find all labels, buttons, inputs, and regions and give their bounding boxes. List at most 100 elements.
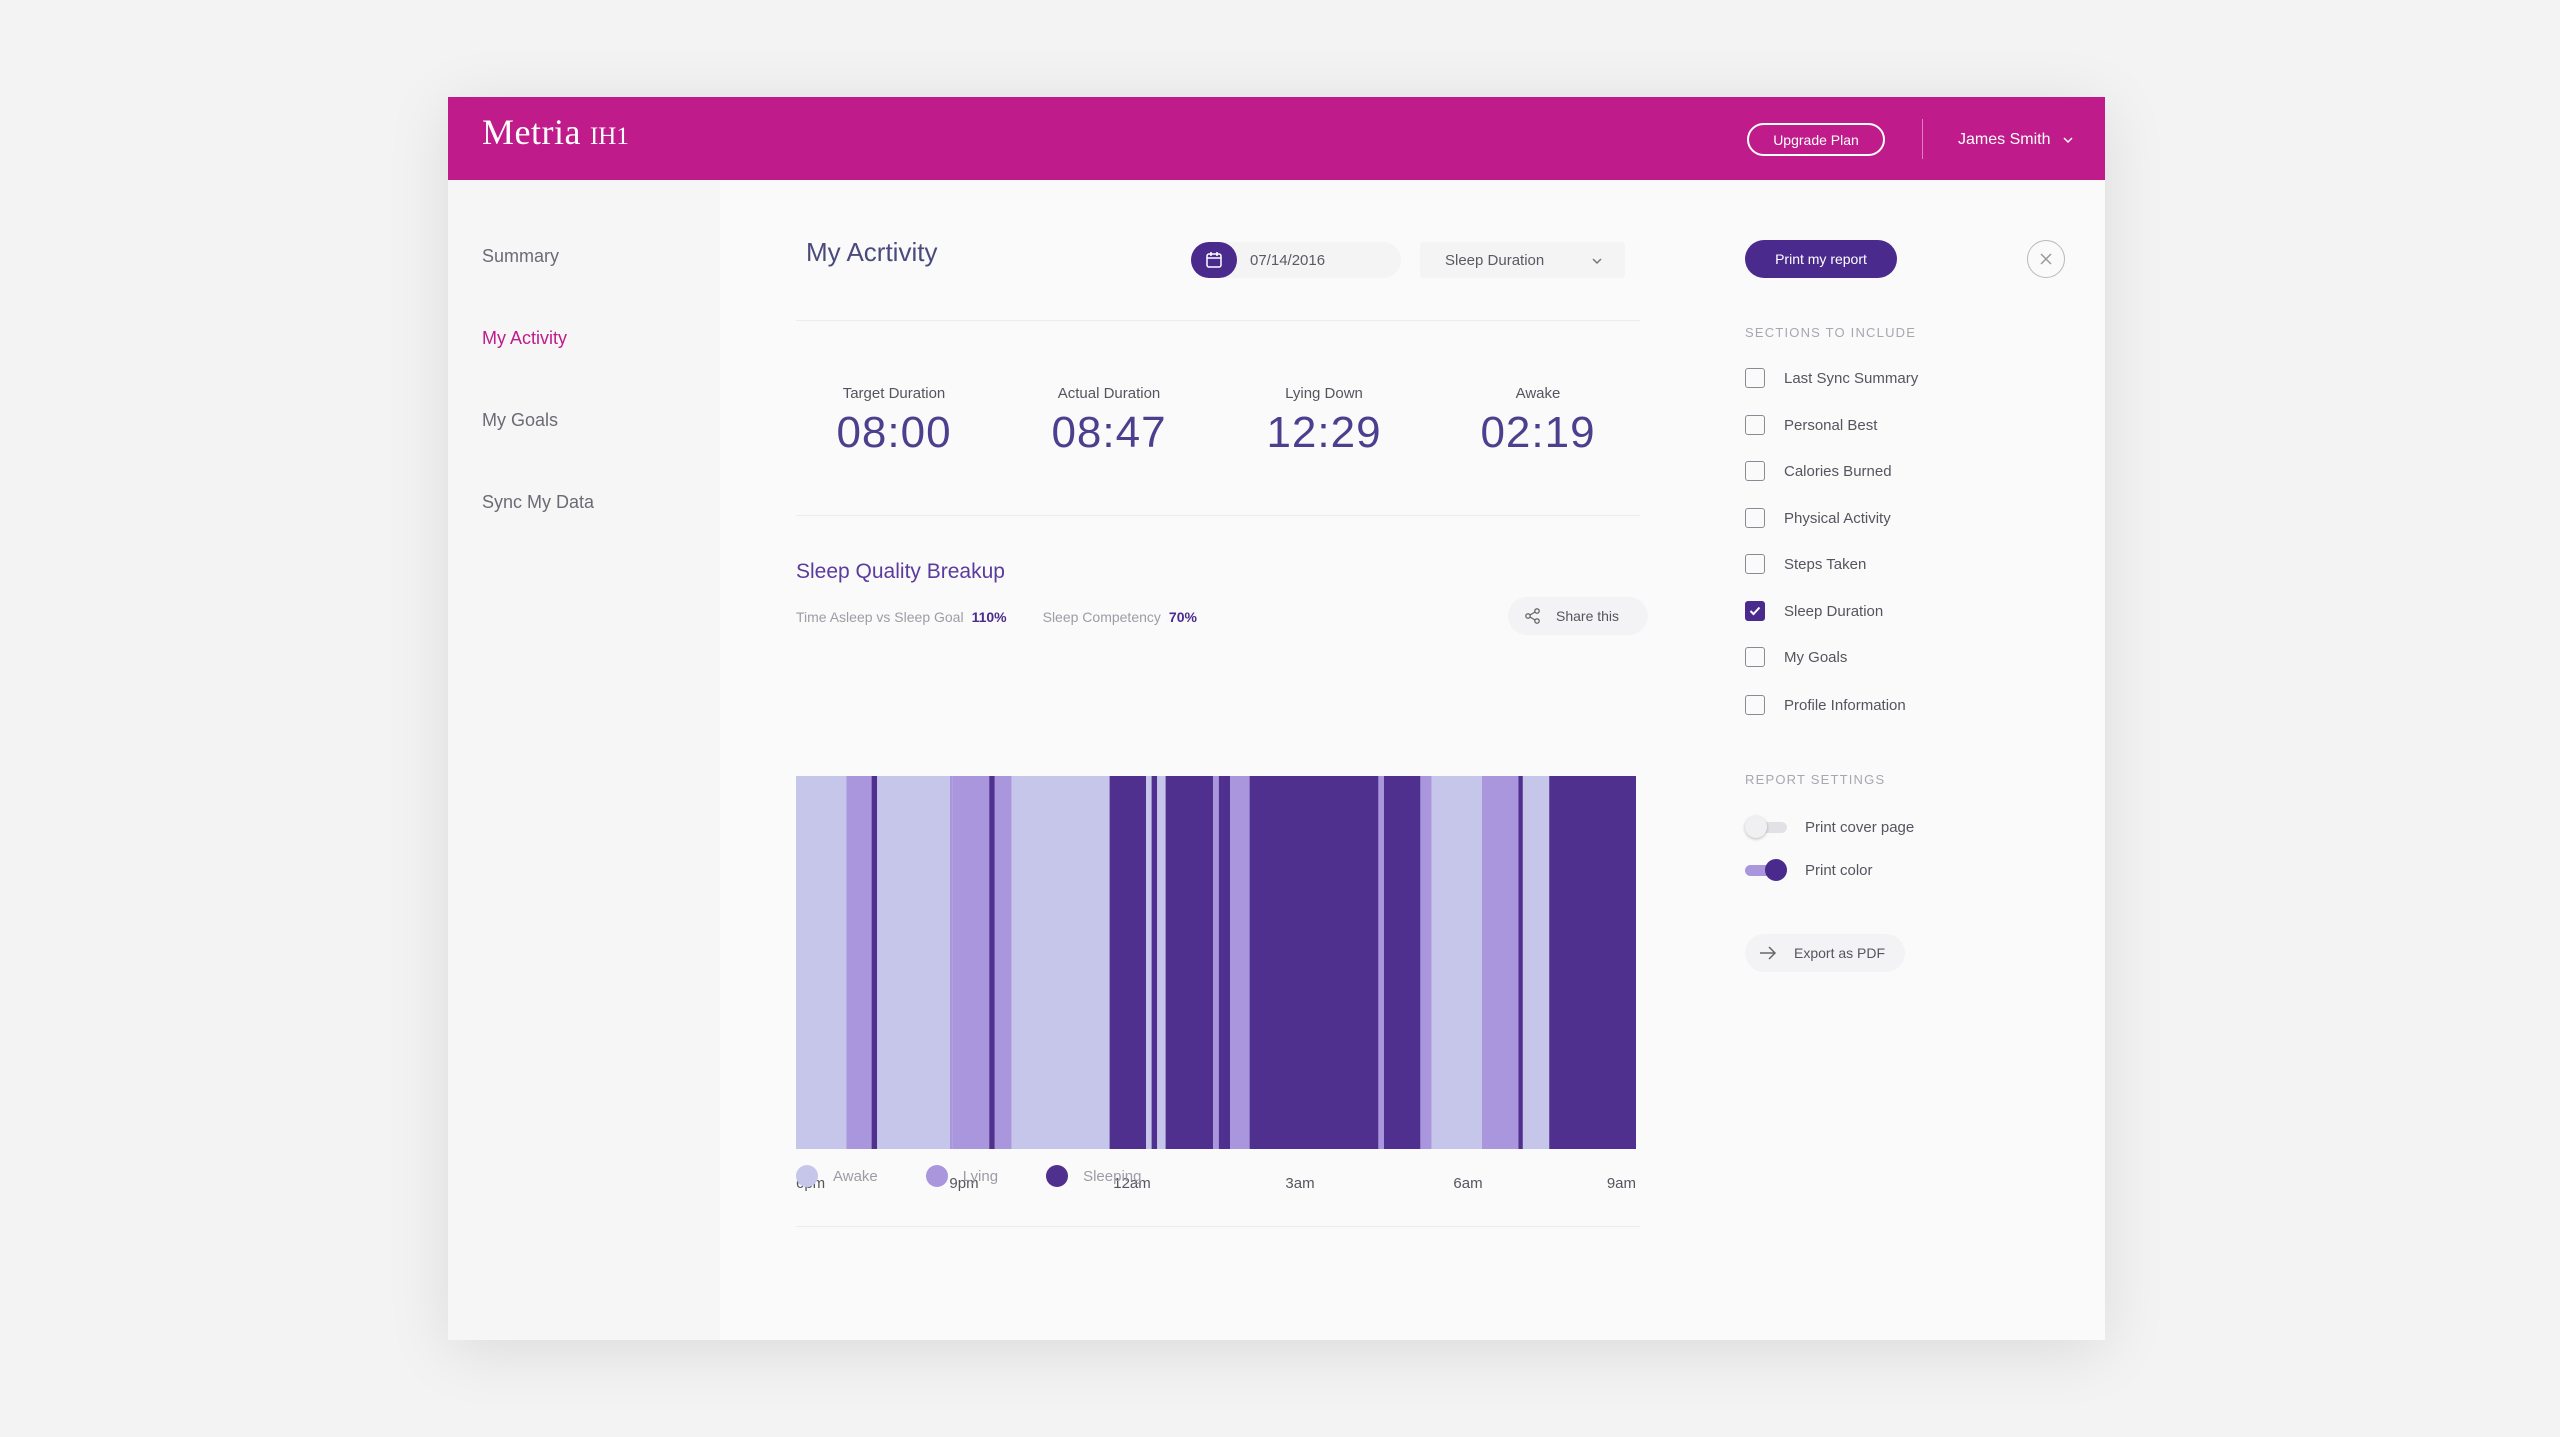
upgrade-plan-button[interactable]: Upgrade Plan <box>1747 123 1885 156</box>
chevron-down-icon <box>2063 137 2073 144</box>
sleep-segment-sleeping <box>989 776 995 1149</box>
x-tick-label: 12am <box>1113 1175 1151 1192</box>
section-option-label: My Goals <box>1784 648 1848 666</box>
sleep-segment-sleeping <box>1109 776 1146 1149</box>
metric-select[interactable]: Sleep Duration <box>1420 242 1625 278</box>
checkbox[interactable] <box>1745 461 1765 481</box>
x-tick-label: 3am <box>1285 1175 1314 1192</box>
sleep-segment-awake <box>796 776 847 1149</box>
stat-value: 08:00 <box>836 408 952 457</box>
main-content: My Acrtivity 07/14/2016 Sleep Duration T… <box>720 180 2105 1340</box>
toggle-switch[interactable] <box>1745 815 1787 839</box>
share-label: Share this <box>1556 608 1620 624</box>
toggle-switch[interactable] <box>1745 858 1787 882</box>
sleep-segment-awake <box>877 776 950 1149</box>
sleep-segment-sleeping <box>1165 776 1214 1149</box>
logo[interactable]: Metria IH1 <box>482 111 629 165</box>
chevron-down-icon <box>1592 258 1602 265</box>
sleep-segment-sleeping <box>1384 776 1421 1149</box>
checkbox[interactable] <box>1745 368 1765 388</box>
sleep-segment-awake <box>1522 776 1550 1149</box>
stat-label: Lying Down <box>1285 385 1363 402</box>
calendar-icon <box>1191 242 1237 278</box>
print-report-button[interactable]: Print my report <box>1745 240 1897 278</box>
section-option-label: Sleep Duration <box>1784 602 1884 620</box>
checkbox[interactable] <box>1745 647 1765 667</box>
stat-label: Awake <box>1515 385 1561 402</box>
sleep-metrics: Time Asleep vs Sleep Goal 110% Sleep Com… <box>796 609 1197 625</box>
legend-item-awake: Awake <box>796 1165 878 1187</box>
settings-heading: REPORT SETTINGS <box>1745 772 1886 787</box>
sleep-segment-lying <box>950 776 953 1149</box>
sleep-segment-sleeping <box>1151 776 1158 1149</box>
sleep-segment-lying <box>952 776 990 1149</box>
stat-value: 08:47 <box>1051 408 1167 457</box>
legend-label: Sleeping <box>1083 1167 1142 1185</box>
section-option-profile-information[interactable]: Profile Information <box>1745 694 1906 716</box>
sleep-segment-sleeping <box>871 776 878 1149</box>
sleep-segment-awake <box>1146 776 1152 1149</box>
stat-label: Target Duration <box>842 385 946 402</box>
logo-model: IH1 <box>589 123 629 150</box>
section-option-physical-activity[interactable]: Physical Activity <box>1745 507 1891 529</box>
x-tick-label: 6am <box>1453 1175 1482 1192</box>
sleep-segment-lying <box>1213 776 1219 1149</box>
checkbox[interactable] <box>1745 508 1765 528</box>
sleep-segment-lying <box>1482 776 1519 1149</box>
x-tick-label: 9am <box>1607 1175 1636 1192</box>
toggle-print-cover-page[interactable]: Print cover page <box>1745 815 1914 839</box>
sleep-segment-sleeping <box>1549 776 1636 1149</box>
section-option-steps-taken[interactable]: Steps Taken <box>1745 553 1866 575</box>
section-option-label: Profile Information <box>1784 696 1906 714</box>
checkbox[interactable] <box>1745 695 1765 715</box>
toggle-label: Print color <box>1805 861 1873 879</box>
sleep-segment-lying <box>1230 776 1250 1149</box>
user-name: James Smith <box>1958 131 2051 148</box>
section-option-last-sync-summary[interactable]: Last Sync Summary <box>1745 367 1918 389</box>
toggle-print-color[interactable]: Print color <box>1745 858 1873 882</box>
section-option-label: Steps Taken <box>1784 555 1867 573</box>
checkbox[interactable] <box>1745 554 1765 574</box>
date-picker[interactable]: 07/14/2016 <box>1191 242 1401 278</box>
competency-label: Sleep Competency <box>1042 609 1161 625</box>
stat-lying-down: Lying Down 12:29 <box>1234 385 1414 458</box>
stat-label: Actual Duration <box>1057 385 1161 402</box>
close-icon <box>2040 253 2052 265</box>
section-option-sleep-duration[interactable]: Sleep Duration <box>1745 600 1883 622</box>
legend-item-sleeping: Sleeping <box>1046 1165 1141 1187</box>
checkbox[interactable] <box>1745 415 1765 435</box>
sections-heading: SECTIONS TO INCLUDE <box>1745 325 1917 340</box>
section-option-my-goals[interactable]: My Goals <box>1745 646 1847 668</box>
stat-actual-duration: Actual Duration 08:47 <box>1019 385 1199 458</box>
logo-text: Metria <box>482 112 581 152</box>
sleep-segment-awake <box>1157 776 1166 1149</box>
legend-dot <box>925 1165 948 1187</box>
section-option-calories-burned[interactable]: Calories Burned <box>1745 460 1892 482</box>
sleep-segment-sleeping <box>1218 776 1230 1149</box>
sidebar: Summary My Activity My Goals Sync My Dat… <box>448 180 720 1340</box>
section-option-personal-best[interactable]: Personal Best <box>1745 414 1877 436</box>
sidebar-item-sync-my-data[interactable]: Sync My Data <box>482 492 595 512</box>
sleep-segment-lying <box>994 776 1012 1149</box>
user-menu[interactable]: James Smith <box>1958 122 2074 158</box>
x-tick-label: 9pm <box>949 1175 978 1192</box>
divider <box>796 1226 1640 1227</box>
sidebar-item-my-activity[interactable]: My Activity <box>482 328 568 348</box>
sleep-segment-sleeping <box>1249 776 1379 1149</box>
sidebar-item-summary[interactable]: Summary <box>482 246 560 266</box>
sidebar-item-my-goals[interactable]: My Goals <box>482 410 559 430</box>
divider <box>796 320 1640 321</box>
goal-value: 110% <box>971 609 1007 625</box>
stat-value: 02:19 <box>1480 408 1596 457</box>
page-title: My Acrtivity <box>806 237 938 267</box>
checkbox[interactable] <box>1745 601 1765 621</box>
check-icon <box>1749 606 1761 616</box>
sleep-segment-awake <box>1431 776 1482 1149</box>
close-button[interactable] <box>2027 240 2065 278</box>
export-pdf-button[interactable]: Export as PDF <box>1745 934 1905 972</box>
legend-dot <box>1046 1165 1069 1187</box>
share-button[interactable]: Share this <box>1508 597 1648 635</box>
topbar-divider <box>1922 119 1923 159</box>
share-icon <box>1525 608 1540 624</box>
chart-legend: Awake Lying Sleeping <box>796 1165 1189 1187</box>
